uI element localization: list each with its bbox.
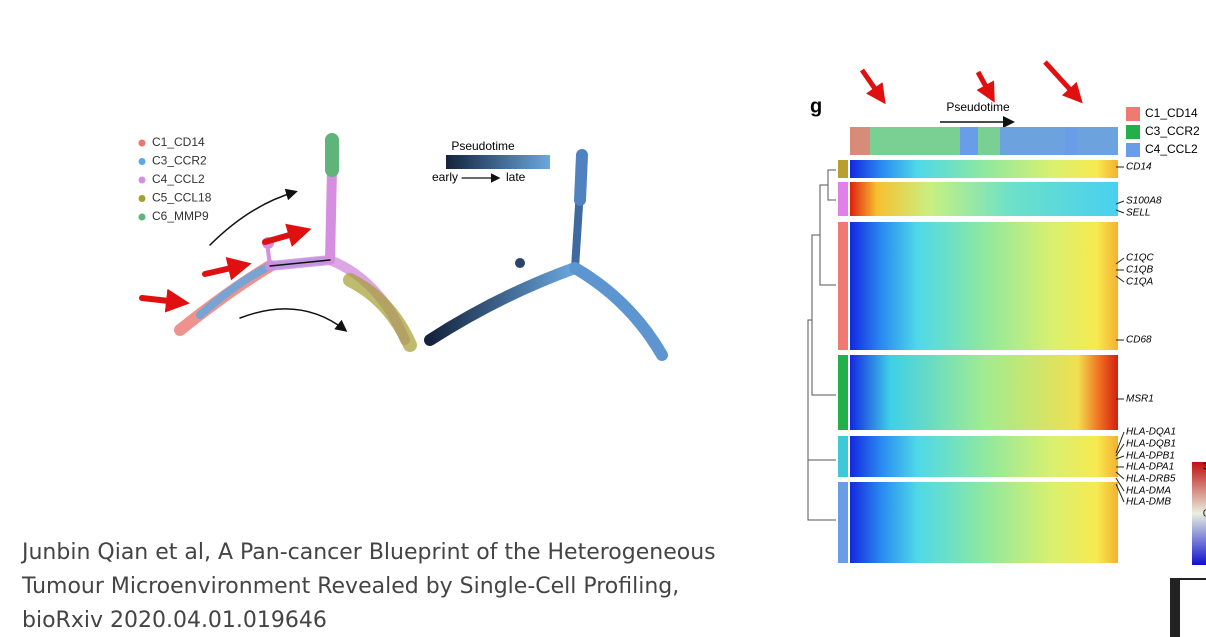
- legend-dot: [138, 213, 146, 221]
- pseudotime-late: late: [506, 170, 526, 184]
- gene-label: HLA-DPB1: [1126, 451, 1175, 462]
- gene-label: S100A8: [1126, 196, 1162, 207]
- gene-tick: [1115, 209, 1125, 214]
- legend-label: C4_CCL2: [1145, 142, 1198, 156]
- legend-label: C1_CD14: [152, 135, 205, 149]
- legend-dot: [138, 158, 146, 165]
- colorbar-tick: 0: [1203, 509, 1206, 520]
- legend-label: C1_CD14: [1145, 106, 1198, 120]
- gene-tick: [1115, 431, 1125, 454]
- heatmap-legend: C1_CD14 C3_CCR2 C4_CCL2: [1126, 106, 1200, 157]
- pseudotime-early: early: [432, 170, 458, 184]
- gene-label: HLA-DQB1: [1126, 439, 1176, 450]
- legend-label: C3_CCR2: [1145, 124, 1200, 138]
- legend-label: C5_CCL18: [152, 191, 212, 205]
- gene-tick: [1115, 200, 1125, 205]
- gene-label: CD14: [1126, 162, 1152, 173]
- trajectory-legend: C1_CD14 C3_CCR2 C4_CCL2 C5_CCL18 C6_MMP9: [138, 135, 212, 223]
- gene-label: HLA-DMA: [1126, 486, 1171, 497]
- legend-swatch: [1126, 143, 1140, 157]
- citation: Junbin Qian et al, A Pan-cancer Blueprin…: [20, 540, 716, 633]
- legend-dot: [138, 195, 146, 202]
- gene-label: C1QB: [1126, 265, 1154, 276]
- legend-swatch: [1126, 125, 1140, 139]
- gene-tick: [1115, 275, 1125, 283]
- gene-label: C1QC: [1126, 253, 1155, 264]
- panel-label: g: [810, 95, 822, 117]
- gene-tick: [1115, 455, 1125, 460]
- legend-label: C4_CCL2: [152, 172, 205, 186]
- gene-label: HLA-DQA1: [1126, 427, 1176, 438]
- gene-label: SELL: [1126, 208, 1150, 219]
- trajectory-plot: [139, 133, 417, 352]
- gene-label: HLA-DMB: [1126, 497, 1171, 508]
- gene-tick: [1115, 483, 1125, 503]
- citation-line: bioRxiv 2020.04.01.019646: [22, 608, 327, 633]
- gene-label: HLA-DRB5: [1126, 474, 1176, 485]
- gene-tick: [1115, 477, 1125, 492]
- gene-label: HLA-DPA1: [1126, 462, 1174, 473]
- legend-label: C6_MMP9: [152, 209, 209, 223]
- legend-swatch: [1126, 107, 1140, 121]
- gene-tick: [1115, 471, 1125, 480]
- gene-tick: [1115, 443, 1125, 457]
- legend-dot: [138, 176, 146, 184]
- legend-label: C3_CCR2: [152, 154, 207, 168]
- gene-label: C1QA: [1126, 277, 1154, 288]
- legend-dot: [138, 139, 146, 147]
- colorbar-tick: 3: [1203, 462, 1206, 473]
- gene-tick: [1115, 257, 1125, 265]
- gene-label: MSR1: [1126, 394, 1154, 405]
- citation-line: Junbin Qian et al, A Pan-cancer Blueprin…: [20, 540, 716, 565]
- heatmap: g Pseudotime: [807, 60, 1206, 637]
- colorbar-ticks: 30: [1203, 462, 1206, 520]
- pseudotime-plot: [424, 149, 668, 361]
- heatmap-axis-label: Pseudotime: [946, 100, 1010, 114]
- gene-label: CD68: [1126, 335, 1152, 346]
- citation-line: Tumour Microenvironment Revealed by Sing…: [21, 574, 679, 599]
- pseudotime-title: Pseudotime: [451, 139, 515, 153]
